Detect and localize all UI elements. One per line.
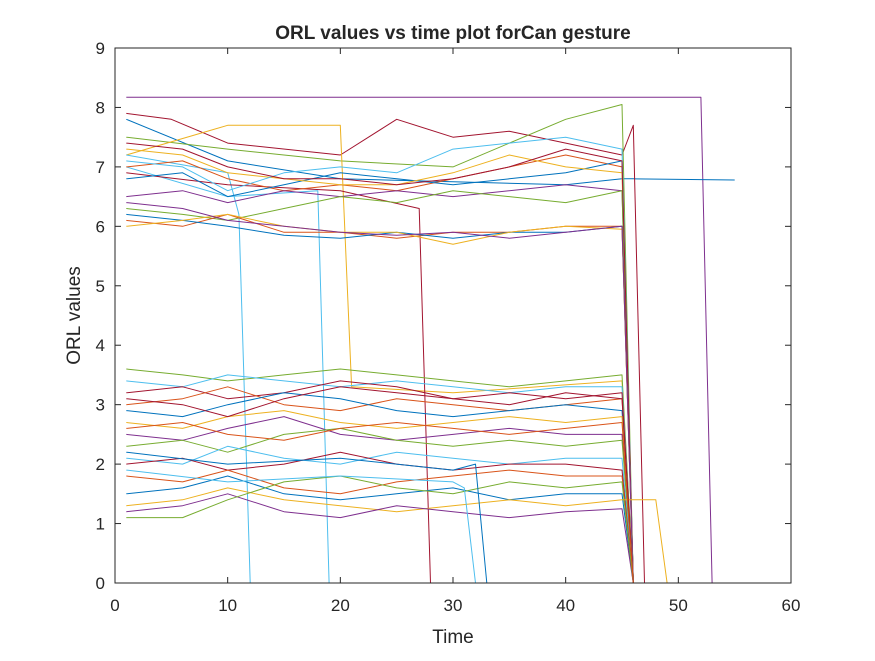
y-tick-label: 5: [96, 277, 105, 296]
series-line-38: [126, 422, 634, 584]
series-line-3: [126, 112, 645, 584]
y-tick-label: 8: [96, 98, 105, 117]
series-line-32: [126, 487, 679, 584]
y-tick-label: 7: [96, 158, 105, 177]
chart-title: ORL values vs time plot forCan gesture: [275, 23, 630, 44]
x-tick-label: 0: [110, 596, 119, 615]
series-line-15: [126, 142, 634, 584]
series-line-8: [126, 172, 431, 584]
series-line-37: [126, 386, 634, 584]
y-axis-label: ORL values: [64, 266, 85, 365]
x-tick-label: 60: [782, 596, 801, 615]
x-axis: 0 10 20 30 40 50 60: [110, 48, 800, 615]
y-tick-label: 4: [96, 336, 105, 355]
y-tick-label: 0: [96, 574, 105, 593]
series-line-28: [126, 445, 634, 584]
series-line-25: [126, 410, 634, 584]
y-tick-label: 2: [96, 455, 105, 474]
x-tick-label: 50: [669, 596, 688, 615]
series-line-6: [126, 154, 251, 584]
series-line-27: [126, 427, 634, 584]
x-tick-label: 10: [218, 596, 237, 615]
series-line-4: [126, 104, 634, 584]
series-line-19: [126, 202, 634, 584]
series-line-14: [126, 136, 634, 584]
series-line-33: [126, 493, 634, 584]
series-line-24: [126, 392, 634, 584]
series-line-22: [126, 380, 634, 584]
y-axis: 0 1 2 3 4 5 6 7 8 9: [96, 39, 791, 593]
series-layer: [126, 96, 735, 584]
series-line-23: [126, 386, 634, 584]
series-line-16: [126, 213, 634, 584]
y-tick-label: 6: [96, 217, 105, 236]
x-tick-label: 30: [444, 596, 463, 615]
series-line-35: [126, 469, 476, 584]
series-line-2: [126, 118, 735, 186]
y-tick-label: 9: [96, 39, 105, 58]
series-line-36: [126, 451, 488, 584]
x-tick-label: 40: [556, 596, 575, 615]
y-tick-label: 3: [96, 396, 105, 415]
series-line-21: [126, 374, 634, 584]
series-line-7: [126, 166, 330, 584]
series-line-12: [126, 184, 634, 584]
series-line-34: [126, 475, 634, 584]
y-tick-label: 1: [96, 515, 105, 534]
series-line-30: [126, 469, 634, 584]
x-tick-label: 20: [331, 596, 350, 615]
x-axis-label: Time: [432, 627, 474, 648]
